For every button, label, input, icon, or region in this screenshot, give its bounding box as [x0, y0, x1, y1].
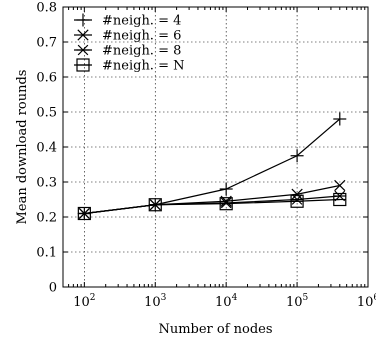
y-tick-label: 0.1 [36, 246, 57, 261]
x-tick-exponent: 6 [373, 293, 376, 303]
x-tick-base: 10 [144, 295, 161, 310]
y-axis: 0 0.1 0.2 0.3 0.4 0.5 0.6 0.7 0.8 [36, 1, 368, 296]
y-axis-label: Mean download rounds [15, 70, 30, 225]
x-tick-exponent: 2 [90, 293, 96, 303]
x-tick-base: 10 [357, 295, 374, 310]
data-point-cross [77, 29, 89, 41]
x-tick-label: 105 [286, 293, 309, 310]
legend-label: #neigh. = 4 [102, 14, 181, 29]
data-point-square [219, 197, 233, 211]
series-3 [77, 190, 347, 219]
data-point-plus [76, 13, 90, 27]
data-point-cross [291, 188, 303, 200]
x-tick-exponent: 3 [161, 293, 167, 303]
data-point-cross [334, 179, 346, 192]
legend-label: #neigh. = 6 [102, 29, 181, 44]
x-tick-label: 104 [215, 293, 238, 310]
data-point-asterisk [76, 44, 90, 56]
x-axis: 102103104105106 [68, 7, 376, 310]
x-tick-exponent: 4 [232, 293, 238, 303]
data-point-square [333, 192, 347, 207]
x-axis-label: Number of nodes [158, 322, 272, 337]
series-line [84, 195, 340, 215]
data-point-square [76, 58, 90, 72]
y-tick-label: 0.2 [36, 211, 57, 226]
legend-item: #neigh. = N [74, 58, 184, 74]
x-tick-label: 102 [73, 293, 95, 310]
data-point-plus [290, 149, 304, 163]
x-tick-base: 10 [73, 295, 90, 310]
y-tick-label: 0.5 [36, 106, 57, 121]
y-tick-label: 0.4 [36, 141, 57, 156]
legend-item: #neigh. = 6 [74, 29, 181, 44]
grid [63, 7, 368, 287]
y-tick-label: 0.3 [36, 176, 57, 191]
data-point-asterisk [290, 194, 304, 205]
data-point-square [77, 206, 91, 221]
x-tick-base: 10 [286, 295, 303, 310]
x-tick-label: 106 [357, 293, 376, 310]
y-tick-label: 0 [49, 281, 57, 296]
series-4 [77, 192, 347, 221]
data-point-plus [219, 182, 233, 196]
series-group [77, 112, 347, 221]
legend-item: #neigh. = 4 [74, 13, 181, 29]
data-point-square [148, 198, 162, 212]
y-tick-label: 0.6 [36, 71, 57, 86]
legend: #neigh. = 4#neigh. = 6#neigh. = 8#neigh.… [74, 13, 184, 74]
x-tick-label: 103 [144, 293, 167, 310]
legend-label: #neigh. = N [102, 59, 184, 74]
legend-label: #neigh. = 8 [102, 44, 181, 59]
y-tick-label: 0.7 [36, 36, 57, 51]
legend-item: #neigh. = 8 [74, 44, 181, 59]
data-point-plus [333, 112, 347, 126]
series-2 [78, 179, 346, 220]
x-tick-base: 10 [215, 295, 232, 310]
x-tick-exponent: 5 [302, 293, 308, 303]
y-tick-label: 0.8 [36, 1, 57, 16]
data-point-square [290, 194, 304, 208]
